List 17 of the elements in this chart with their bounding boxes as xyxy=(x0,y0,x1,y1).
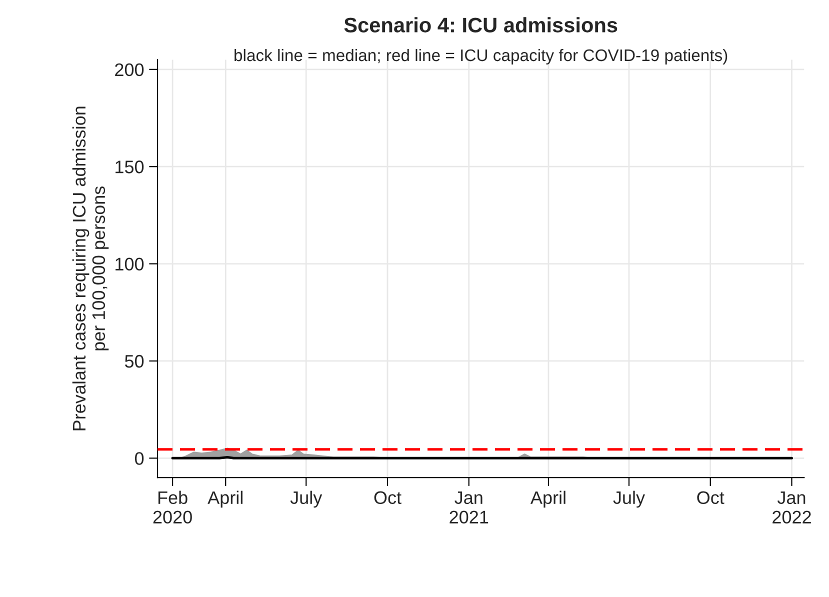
x-tick-label: July xyxy=(613,490,646,508)
x-tick-label: Oct xyxy=(697,491,724,504)
x-tick-label: Jan 2022 xyxy=(772,491,811,524)
y-tick-label: 100 xyxy=(116,258,144,271)
y-tick-label: 0 xyxy=(134,452,144,465)
y-tick-label: 50 xyxy=(124,354,144,368)
chart-subtitle: black line = median; red line = ICU capacity for COVID-19 patients) xyxy=(234,48,728,64)
x-tick-label: July xyxy=(290,490,322,508)
chart-title: Scenario 4: ICU admissions xyxy=(344,17,618,32)
x-tick-label: April xyxy=(530,490,566,508)
x-tick-label: Oct xyxy=(374,491,402,504)
x-tick-label: Jan 2021 xyxy=(450,491,488,524)
y-tick-label: 200 xyxy=(115,63,144,76)
x-tick-label: April xyxy=(208,490,242,508)
y-axis-title: Prevalant cases requiring ICU admission per 100,000 persons xyxy=(72,106,109,430)
y-tick-label: 150 xyxy=(116,160,144,174)
x-tick-label: Feb 2020 xyxy=(153,490,192,524)
